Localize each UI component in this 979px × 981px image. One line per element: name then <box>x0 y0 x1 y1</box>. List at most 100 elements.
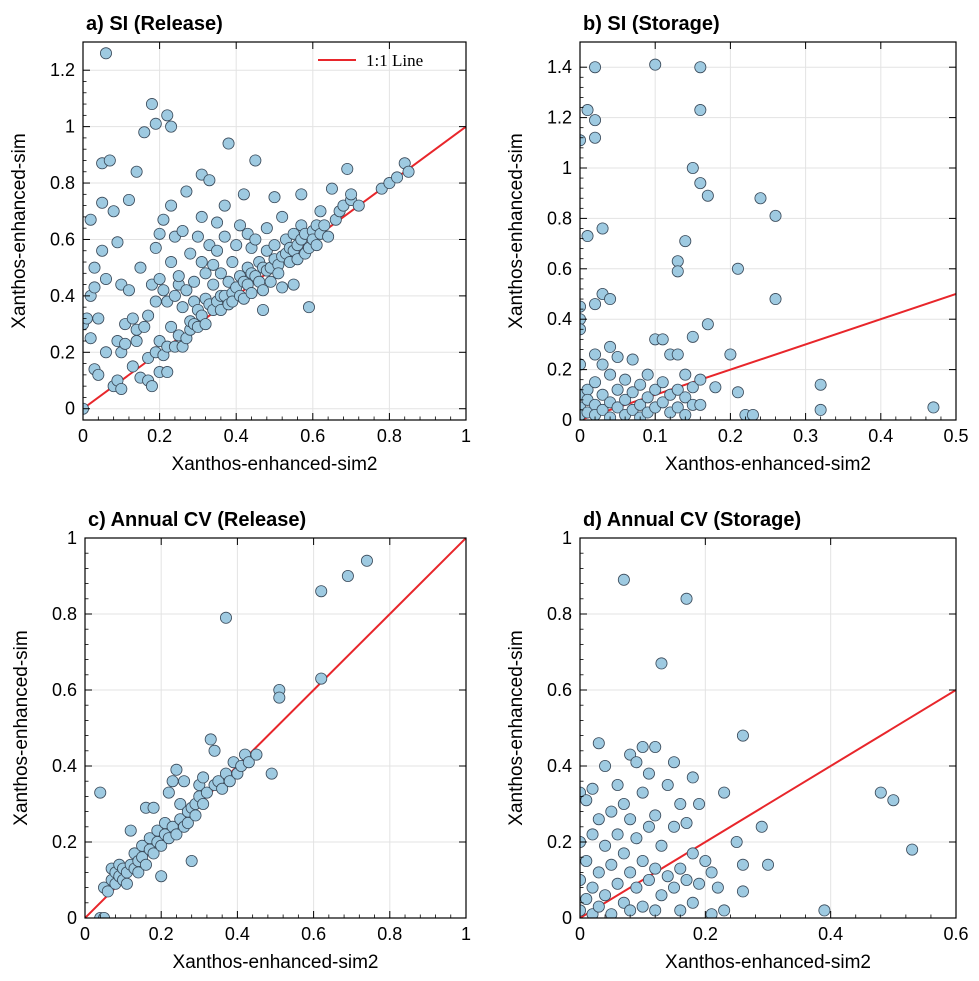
y-tick-label: 0.2 <box>52 832 77 852</box>
scatter-point <box>197 771 210 784</box>
x-tick-label: 0.4 <box>868 426 893 446</box>
y-axis-label: Xanthos-enhanced-sim <box>11 630 32 825</box>
x-tick-label: 0.1 <box>643 426 668 446</box>
scatter-point <box>611 828 624 841</box>
scatter-point <box>769 293 782 306</box>
scatter-point <box>668 756 681 769</box>
scatter-points <box>94 554 373 918</box>
scatter-point <box>166 775 179 788</box>
scatter-point <box>674 862 687 875</box>
scatter-point <box>814 403 827 416</box>
x-tick-label: 0 <box>78 426 88 446</box>
scatter-point <box>705 866 718 879</box>
scatter-point <box>887 794 900 807</box>
scatter-point <box>226 256 239 269</box>
scatter-point <box>589 61 602 74</box>
scatter-point <box>130 335 143 348</box>
scatter-point <box>168 289 181 302</box>
scatter-point <box>139 858 152 871</box>
scatter-point <box>92 368 105 381</box>
scatter-point <box>693 877 706 890</box>
scatter-point <box>191 230 204 243</box>
scatter-point <box>242 756 255 769</box>
scatter-point <box>624 904 637 917</box>
scatter-point <box>686 330 699 343</box>
y-tick-label: 0.8 <box>547 208 572 228</box>
x-axis-label: Xanthos-enhanced-sim2 <box>173 952 379 973</box>
x-tick-label: 0.4 <box>224 426 249 446</box>
panel-d-annual-cv-storage: 0 0.2 0.4 0.6 0 0.2 0.4 0.6 0.8 1 d) Annual CV (St… <box>506 509 969 973</box>
scatter-point <box>161 366 174 379</box>
scatter-point <box>199 267 212 280</box>
scatter-point <box>211 244 224 257</box>
scatter-point <box>581 230 594 243</box>
x-tick-label: 0.2 <box>147 426 172 446</box>
scatter-point <box>185 855 198 868</box>
scatter-point <box>746 408 759 420</box>
scatter-point <box>679 408 692 420</box>
x-tick-label: 0 <box>80 924 90 944</box>
scatter-point <box>599 839 612 852</box>
scatter-point <box>391 171 404 184</box>
scatter-point <box>197 798 210 811</box>
x-axis-label: Xanthos-enhanced-sim2 <box>665 952 871 973</box>
scatter-point <box>295 188 308 201</box>
scatter-point <box>674 904 687 917</box>
scatter-point <box>596 388 609 401</box>
scatter-point <box>636 900 649 913</box>
scatter-point <box>589 376 602 389</box>
scatter-point <box>99 272 112 285</box>
scatter-point <box>157 284 170 297</box>
scatter-point <box>927 401 940 414</box>
x-axis-label: Xanthos-enhanced-sim2 <box>665 454 871 475</box>
scatter-point <box>649 383 662 396</box>
scatter-point <box>592 813 605 826</box>
scatter-point <box>195 256 208 269</box>
scatter-point <box>341 162 354 175</box>
x-tick-label: 0.6 <box>300 426 325 446</box>
scatter-point <box>178 775 191 788</box>
scatter-point <box>207 258 220 271</box>
scatter-point <box>736 858 749 871</box>
scatter-point <box>157 213 170 226</box>
scatter-point <box>671 401 684 414</box>
panel-title: c) Annual CV (Release) <box>88 509 306 531</box>
x-tick-label: 0.2 <box>693 924 718 944</box>
y-tick-label: 0 <box>65 399 75 419</box>
scatter-point <box>679 235 692 248</box>
scatter-point <box>694 104 707 117</box>
scatter-point <box>149 241 162 254</box>
plot-frame <box>579 537 957 919</box>
scatter-point <box>626 386 639 399</box>
scatter-point <box>642 767 655 780</box>
plot-frame <box>84 537 467 919</box>
scatter-point <box>287 278 300 291</box>
scatter-point <box>188 275 201 288</box>
panel-title: b) SI (Storage) <box>583 13 720 35</box>
scatter-point <box>184 247 197 260</box>
scatter-point <box>626 353 639 366</box>
scatter-point <box>352 199 365 212</box>
scatter-point <box>686 381 699 394</box>
scatter-point <box>120 877 133 890</box>
scatter-point <box>111 236 124 249</box>
plot-frame <box>579 41 957 421</box>
scatter-point <box>265 767 278 780</box>
scatter-point <box>624 813 637 826</box>
scatter-point <box>619 373 632 386</box>
scatter-point <box>341 570 354 583</box>
scatter-point <box>769 209 782 222</box>
scatter-point <box>402 165 415 178</box>
x-tick-label: 0.2 <box>718 426 743 446</box>
scatter-point <box>322 230 335 243</box>
y-tick-label: 0 <box>67 908 77 928</box>
y-tick-label: 1.2 <box>50 60 75 80</box>
x-tick-label: 0.6 <box>301 924 326 944</box>
scatter-point <box>736 885 749 898</box>
scatter-point <box>596 358 609 371</box>
plot-frame <box>82 41 467 421</box>
legend-label: 1:1 Line <box>366 51 423 70</box>
scatter-point <box>273 691 286 704</box>
scatter-point <box>142 309 155 322</box>
scatter-point <box>165 120 178 133</box>
